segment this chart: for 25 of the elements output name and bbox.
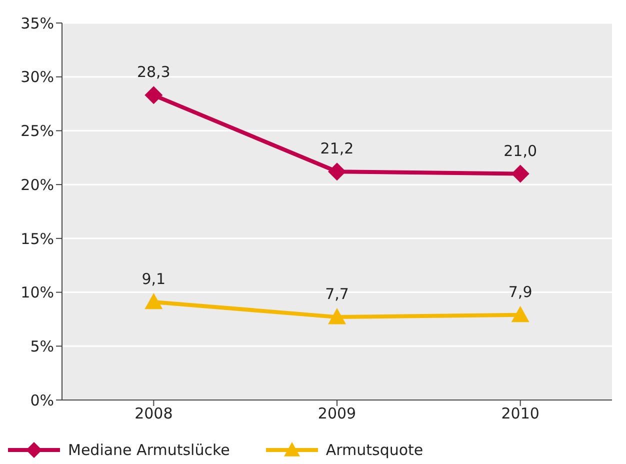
y-tick-label: 25% — [20, 122, 54, 140]
point — [328, 308, 346, 324]
x-tick-label: 2010 — [501, 404, 540, 423]
point — [511, 164, 530, 183]
point — [144, 292, 163, 310]
data-label: 21,2 — [320, 140, 354, 158]
point — [511, 306, 530, 322]
legend-label: Mediane Armutslücke — [68, 441, 230, 459]
y-tick-label: 35% — [20, 14, 54, 32]
y-tick-label: 20% — [20, 176, 54, 194]
y-tick-label: 5% — [30, 337, 54, 356]
x-tick-label: 2009 — [318, 404, 356, 423]
x-tick-label: 2008 — [134, 404, 173, 423]
y-tick-label: 10% — [20, 284, 54, 302]
data-label: 9,1 — [142, 270, 166, 288]
data-label: 28,3 — [136, 63, 170, 82]
data-label: 7,7 — [325, 285, 349, 304]
y-tick-label: 15% — [20, 230, 54, 248]
y-tick-label: 0% — [30, 391, 54, 410]
data-label: 7,9 — [508, 282, 532, 301]
point — [144, 86, 163, 104]
y-tick-label: 30% — [20, 68, 54, 86]
point — [328, 162, 346, 181]
data-label: 21,0 — [504, 142, 538, 160]
legend-label: Armutsquote — [326, 441, 424, 459]
